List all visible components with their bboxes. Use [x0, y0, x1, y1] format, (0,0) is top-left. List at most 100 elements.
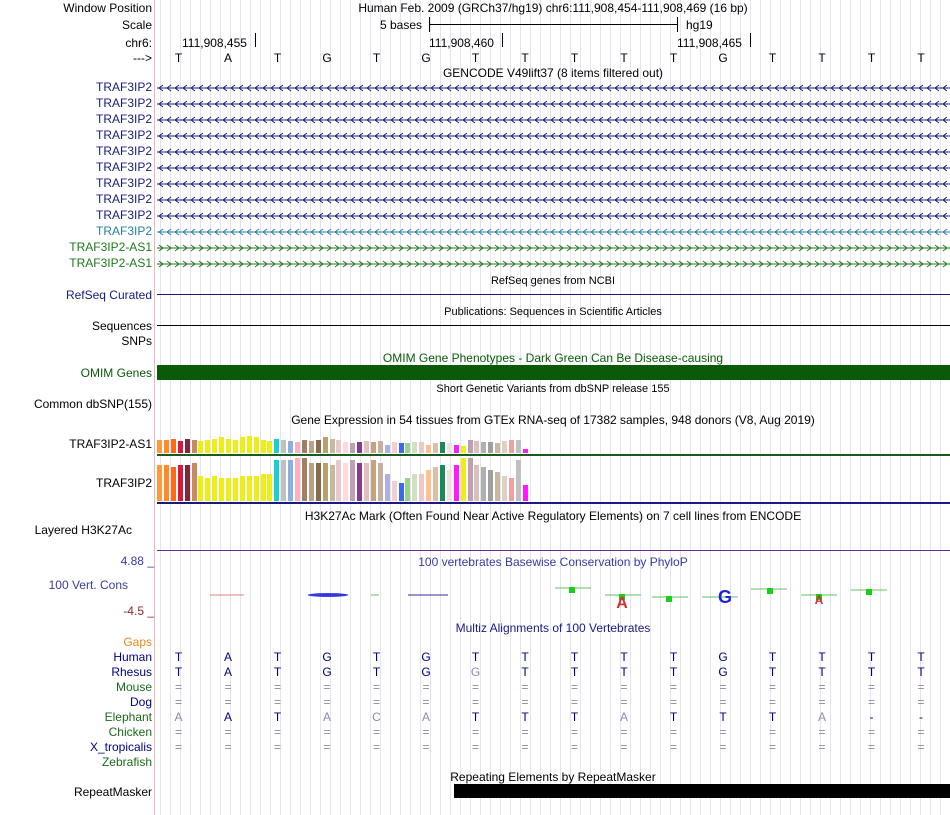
gtex-tissue-bar[interactable]: [481, 467, 487, 501]
gtex-row-label-1[interactable]: TRAF3IP2-AS1: [69, 437, 152, 451]
multiz-track-title[interactable]: Multiz Alignments of 100 Vertebrates: [455, 621, 651, 635]
gencode-gene-label[interactable]: TRAF3IP2: [95, 96, 152, 110]
gtex-tissue-bar[interactable]: [329, 439, 335, 453]
gtex-tissue-bar[interactable]: [295, 458, 300, 501]
gtex-tissue-bar[interactable]: [508, 440, 514, 453]
gtex-tissue-bar[interactable]: [343, 463, 349, 501]
gtex-tissue-bar[interactable]: [267, 441, 273, 453]
gtex-tissue-bar[interactable]: [184, 439, 190, 453]
gtex-tissue-bar[interactable]: [488, 442, 494, 453]
gtex-tissue-bar[interactable]: [163, 465, 169, 501]
gencode-gene-label[interactable]: TRAF3IP2: [95, 144, 152, 158]
gtex-tissue-bar[interactable]: [288, 460, 294, 501]
gtex-tissue-bar[interactable]: [260, 440, 266, 453]
gtex-tissue-bar[interactable]: [508, 478, 514, 501]
refseq-feature-line[interactable]: [157, 294, 950, 295]
gtex-tissue-bar[interactable]: [163, 440, 169, 453]
repeatmasker-track-label[interactable]: RepeatMasker: [73, 785, 152, 799]
gtex-tissue-bar[interactable]: [177, 441, 183, 453]
gtex-tissue-bar[interactable]: [308, 441, 314, 453]
gencode-gene-label[interactable]: TRAF3IP2: [95, 128, 152, 142]
gtex-tissue-bar[interactable]: [481, 442, 487, 453]
refseq-track-title[interactable]: RefSeq genes from NCBI: [490, 275, 616, 287]
gtex-tissue-bar[interactable]: [281, 440, 287, 453]
gtex-tissue-bar[interactable]: [219, 437, 225, 453]
gencode-transcript[interactable]: [157, 162, 950, 172]
gtex-tissue-bar[interactable]: [426, 445, 432, 453]
dbsnp-track-title[interactable]: Short Genetic Variants from dbSNP releas…: [436, 383, 670, 395]
gtex-tissue-bar[interactable]: [343, 442, 349, 453]
publications-track-title[interactable]: Publications: Sequences in Scientific Ar…: [444, 306, 662, 318]
gtex-tissue-bar[interactable]: [253, 437, 259, 453]
gtex-tissue-bar[interactable]: [177, 465, 183, 501]
gtex-tissue-bar[interactable]: [515, 440, 521, 453]
gtex-tissue-bar[interactable]: [384, 445, 390, 453]
gencode-gene-label[interactable]: TRAF3IP2-AS1: [69, 256, 152, 270]
multiz-species-label[interactable]: X_tropicalis: [89, 740, 152, 754]
gtex-tissue-bar[interactable]: [495, 472, 501, 501]
gtex-tissue-bar[interactable]: [439, 465, 445, 501]
gtex-tissue-bar[interactable]: [226, 439, 231, 453]
gtex-tissue-bar[interactable]: [391, 442, 397, 453]
gtex-tissue-bar[interactable]: [377, 441, 383, 453]
gtex-tissue-bar[interactable]: [184, 465, 190, 501]
multiz-species-label[interactable]: Zebrafish: [101, 755, 152, 769]
gtex-tissue-bar[interactable]: [232, 478, 238, 501]
gtex-tissue-bar[interactable]: [419, 442, 425, 453]
gtex-tissue-bar[interactable]: [439, 442, 445, 453]
gencode-gene-label[interactable]: TRAF3IP2: [95, 192, 152, 206]
gtex-tissue-bar[interactable]: [488, 470, 494, 501]
gtex-row-label-2[interactable]: TRAF3IP2: [95, 476, 152, 490]
multiz-species-label[interactable]: Chicken: [108, 725, 152, 739]
gencode-transcript[interactable]: [157, 210, 950, 220]
snps-track-label[interactable]: SNPs: [121, 334, 152, 348]
gtex-tissue-bar[interactable]: [212, 439, 218, 453]
gtex-tissue-bar[interactable]: [446, 443, 452, 453]
gtex-tissue-bar[interactable]: [502, 441, 507, 453]
gtex-tissue-bar[interactable]: [301, 440, 307, 453]
gencode-transcript[interactable]: [157, 242, 950, 252]
gtex-tissue-bar[interactable]: [453, 445, 459, 453]
gtex-tissue-bar[interactable]: [474, 441, 480, 453]
gtex-tissue-bar[interactable]: [212, 476, 218, 501]
gencode-gene-label[interactable]: TRAF3IP2: [95, 112, 152, 126]
gtex-tissue-bar[interactable]: [515, 460, 521, 501]
omim-track-label[interactable]: OMIM Genes: [80, 366, 152, 380]
gtex-tissue-bar[interactable]: [205, 478, 211, 501]
gtex-tissue-bar[interactable]: [357, 463, 363, 501]
gtex-tissue-bar[interactable]: [364, 441, 369, 453]
gtex-tissue-bar[interactable]: [170, 439, 176, 453]
gencode-gene-label[interactable]: TRAF3IP2: [95, 160, 152, 174]
gtex-tissue-bar[interactable]: [377, 463, 383, 501]
gtex-tissue-bar[interactable]: [267, 474, 273, 501]
sequences-feature-line[interactable]: [157, 325, 950, 326]
gtex-tissue-bar[interactable]: [274, 439, 280, 453]
sequences-track-label[interactable]: Sequences: [91, 319, 152, 333]
gtex-track-title[interactable]: Gene Expression in 54 tissues from GTEx …: [291, 413, 815, 427]
gtex-tissue-bar[interactable]: [157, 440, 162, 453]
gencode-transcript[interactable]: [157, 258, 950, 268]
gencode-gene-label[interactable]: TRAF3IP2: [95, 208, 152, 222]
h3k27ac-track-title[interactable]: H3K27Ac Mark (Often Found Near Active Re…: [304, 509, 802, 523]
gtex-tissue-bar[interactable]: [467, 458, 473, 501]
gtex-tissue-bar[interactable]: [398, 443, 404, 453]
gtex-tissue-bar[interactable]: [239, 437, 245, 453]
gtex-tissue-bar[interactable]: [232, 440, 238, 453]
gtex-tissue-bar[interactable]: [246, 476, 252, 501]
gtex-tissue-bar[interactable]: [433, 467, 438, 501]
gtex-tissue-bar[interactable]: [322, 463, 328, 501]
gtex-tissue-bar[interactable]: [253, 476, 259, 501]
gtex-tissue-bar[interactable]: [370, 442, 376, 453]
gencode-transcript[interactable]: [157, 194, 950, 204]
repeatmasker-element[interactable]: [454, 784, 950, 798]
gtex-tissue-bar[interactable]: [502, 476, 507, 501]
gtex-tissue-bar[interactable]: [460, 446, 466, 453]
gtex-tissue-bar[interactable]: [336, 460, 342, 501]
gtex-tissue-bar[interactable]: [246, 436, 252, 453]
gtex-tissue-bar[interactable]: [446, 470, 452, 501]
h3k27ac-signal-line[interactable]: [157, 550, 950, 551]
gencode-gene-label[interactable]: TRAF3IP2: [95, 80, 152, 94]
h3k27ac-track-label[interactable]: Layered H3K27Ac: [34, 523, 132, 537]
gtex-tissue-bar[interactable]: [322, 437, 328, 453]
gtex-tissue-bar[interactable]: [357, 442, 363, 453]
